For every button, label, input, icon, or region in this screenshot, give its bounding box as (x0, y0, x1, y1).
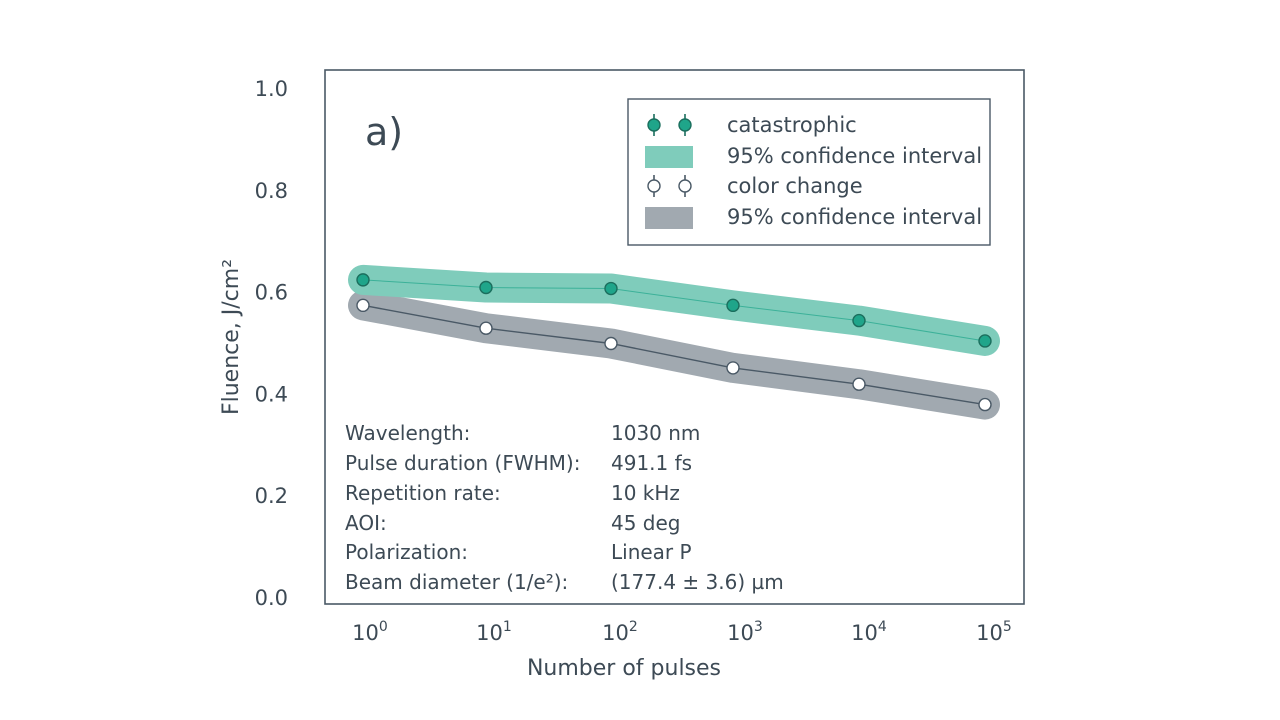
plot-frame (324, 69, 1025, 605)
x-tick-label: 100 (352, 619, 388, 645)
series-markers (356, 273, 992, 412)
legend-marker (647, 179, 661, 193)
param-value-pulse-duration: 491.1 fs (611, 451, 692, 475)
x-tick-label: 105 (976, 619, 1012, 645)
param-value-aoi: 45 deg (611, 511, 681, 535)
param-label-beam-diameter: Beam diameter (1/e²): (345, 570, 568, 594)
y-tick-label: 1.0 (255, 77, 288, 101)
data-point-catastrophic (726, 298, 740, 313)
data-point-color-change (852, 377, 866, 391)
data-point-catastrophic (356, 273, 370, 287)
legend-entry-color-change: color change (727, 174, 863, 198)
legend-symbols (645, 114, 693, 229)
y-tick-label: 0.0 (255, 586, 288, 610)
legend: catastrophic 95% confidence interval col… (627, 98, 991, 246)
legend-band-green (645, 146, 693, 168)
data-point-catastrophic (479, 280, 493, 295)
legend-marker (678, 118, 692, 132)
data-point-color-change (356, 298, 370, 313)
x-axis-ticks: 100 101 102 103 104 105 (352, 619, 1012, 645)
data-point-catastrophic (978, 334, 992, 348)
param-value-wavelength: 1030 nm (611, 421, 700, 445)
data-point-color-change (978, 397, 992, 412)
param-label-pulse-duration: Pulse duration (FWHM): (345, 451, 580, 475)
legend-entry-ci-green: 95% confidence interval (727, 144, 982, 168)
param-label-repetition-rate: Repetition rate: (345, 481, 501, 505)
x-axis-label: Number of pulses (527, 656, 721, 681)
x-tick-label: 102 (602, 619, 638, 645)
legend-entry-catastrophic: catastrophic (727, 113, 857, 137)
series-line-color-change (362, 304, 986, 406)
y-tick-label: 0.4 (255, 382, 288, 406)
confidence-bands (348, 264, 1000, 420)
x-tick-label: 103 (727, 619, 763, 645)
param-value-beam-diameter: (177.4 ± 3.6) µm (611, 570, 784, 594)
series-lines (362, 279, 986, 406)
y-tick-label: 0.6 (255, 281, 288, 305)
legend-entry-ci-grey: 95% confidence interval (727, 205, 982, 229)
x-tick-label: 104 (851, 619, 887, 645)
x-tick-label: 101 (476, 619, 512, 645)
data-point-color-change (604, 336, 618, 351)
y-tick-label: 0.8 (255, 179, 288, 203)
legend-band-grey (645, 207, 693, 229)
param-label-polarization: Polarization: (345, 540, 468, 564)
data-point-color-change (726, 361, 740, 375)
param-value-polarization: Linear P (611, 540, 692, 564)
legend-marker (678, 179, 692, 193)
series-line-catastrophic (362, 279, 986, 342)
parameters-table: Wavelength: 1030 nm Pulse duration (FWHM… (345, 421, 784, 594)
y-axis-ticks: 0.0 0.2 0.4 0.6 0.8 1.0 (255, 77, 288, 610)
param-label-wavelength: Wavelength: (345, 421, 470, 445)
data-point-color-change (479, 321, 493, 335)
panel-label: a) (365, 110, 403, 154)
y-tick-label: 0.2 (255, 484, 288, 508)
y-axis-label: Fluence, J/cm² (219, 259, 244, 415)
legend-marker (647, 118, 661, 132)
data-point-catastrophic (852, 313, 866, 328)
data-point-catastrophic (604, 281, 618, 296)
param-value-repetition-rate: 10 kHz (611, 481, 680, 505)
param-label-aoi: AOI: (345, 511, 387, 535)
